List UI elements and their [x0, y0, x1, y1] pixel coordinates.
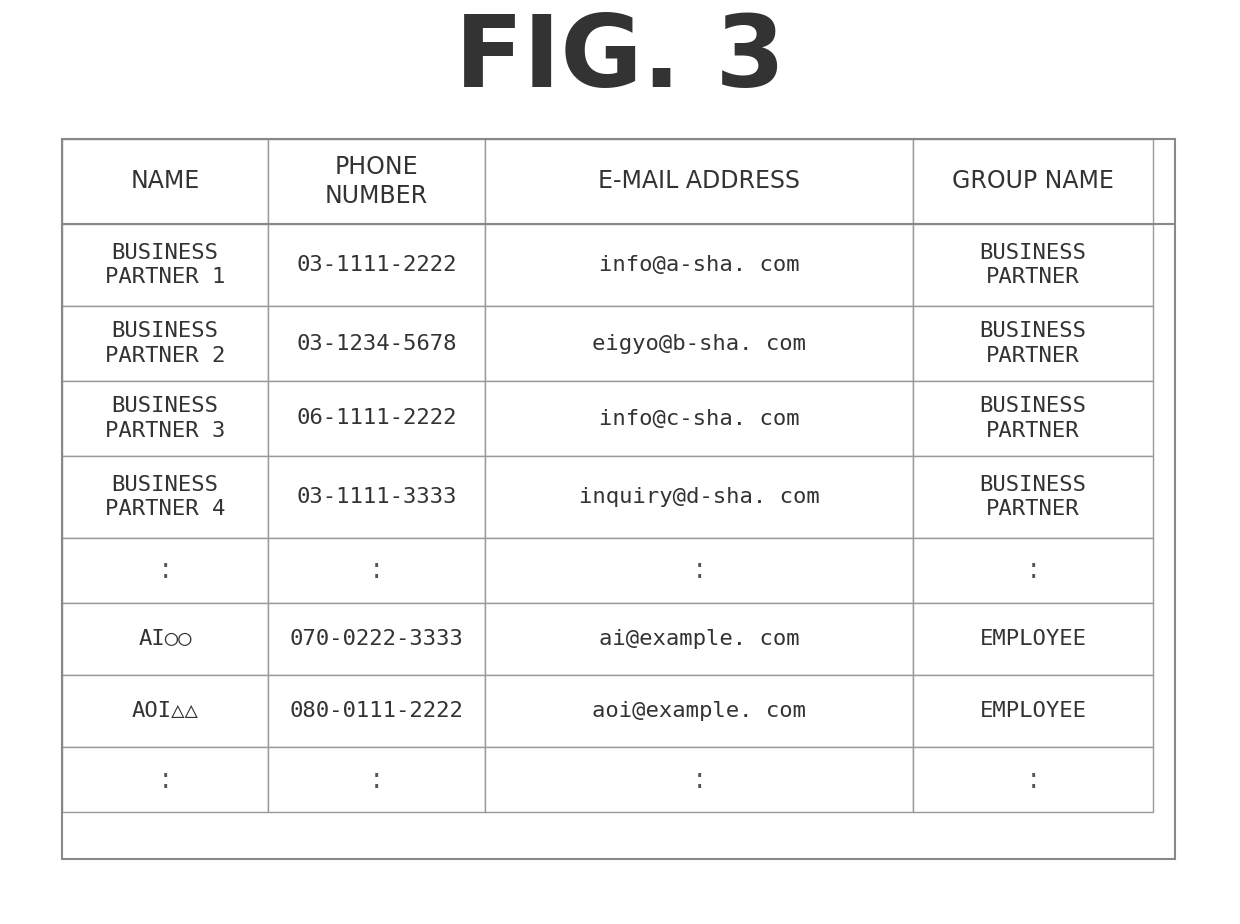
- Bar: [268, 381, 485, 456]
- Bar: [485, 675, 914, 747]
- Text: eigyo@b-sha. com: eigyo@b-sha. com: [593, 334, 806, 354]
- Bar: [62, 747, 268, 812]
- Text: :: :: [372, 556, 381, 585]
- Bar: [485, 224, 914, 306]
- Text: PHONE
NUMBER: PHONE NUMBER: [325, 154, 428, 208]
- Text: AI○○: AI○○: [138, 629, 192, 649]
- Bar: [62, 139, 1176, 859]
- Bar: [914, 456, 1153, 538]
- Text: :: :: [1028, 556, 1038, 585]
- Text: BUSINESS
PARTNER: BUSINESS PARTNER: [980, 243, 1086, 287]
- Text: :: :: [694, 556, 704, 585]
- Bar: [485, 306, 914, 381]
- Bar: [914, 381, 1153, 456]
- Bar: [62, 139, 268, 224]
- Bar: [268, 224, 485, 306]
- Text: E-MAIL ADDRESS: E-MAIL ADDRESS: [598, 169, 800, 193]
- Text: :: :: [694, 765, 704, 794]
- Text: GROUP NAME: GROUP NAME: [952, 169, 1114, 193]
- Bar: [485, 747, 914, 812]
- Bar: [485, 603, 914, 675]
- Text: :: :: [372, 765, 381, 794]
- Text: BUSINESS
PARTNER: BUSINESS PARTNER: [980, 396, 1086, 441]
- Bar: [268, 456, 485, 538]
- Bar: [62, 306, 268, 381]
- Text: BUSINESS
PARTNER 1: BUSINESS PARTNER 1: [104, 243, 226, 287]
- Text: BUSINESS
PARTNER 3: BUSINESS PARTNER 3: [104, 396, 226, 441]
- Bar: [914, 139, 1153, 224]
- Bar: [62, 456, 268, 538]
- Text: 06-1111-2222: 06-1111-2222: [296, 408, 456, 429]
- Text: 03-1234-5678: 03-1234-5678: [296, 334, 456, 354]
- Bar: [268, 139, 485, 224]
- Text: 03-1111-3333: 03-1111-3333: [296, 487, 456, 507]
- Text: 080-0111-2222: 080-0111-2222: [289, 701, 464, 721]
- Text: info@c-sha. com: info@c-sha. com: [599, 408, 800, 429]
- Text: 03-1111-2222: 03-1111-2222: [296, 255, 456, 275]
- Bar: [485, 456, 914, 538]
- Bar: [914, 306, 1153, 381]
- Text: BUSINESS
PARTNER: BUSINESS PARTNER: [980, 322, 1086, 366]
- Bar: [914, 224, 1153, 306]
- Bar: [62, 603, 268, 675]
- Bar: [268, 603, 485, 675]
- Text: aoi@example. com: aoi@example. com: [593, 701, 806, 721]
- Bar: [914, 675, 1153, 747]
- Bar: [485, 139, 914, 224]
- Text: inquiry@d-sha. com: inquiry@d-sha. com: [579, 487, 820, 507]
- Text: BUSINESS
PARTNER 4: BUSINESS PARTNER 4: [104, 475, 226, 519]
- Bar: [62, 224, 268, 306]
- Text: AOI△△: AOI△△: [131, 701, 198, 721]
- Bar: [62, 538, 268, 603]
- Text: :: :: [1028, 765, 1038, 794]
- Bar: [485, 538, 914, 603]
- Bar: [268, 675, 485, 747]
- Bar: [62, 675, 268, 747]
- Bar: [268, 306, 485, 381]
- Bar: [914, 747, 1153, 812]
- Text: ai@example. com: ai@example. com: [599, 629, 800, 649]
- Bar: [485, 381, 914, 456]
- Text: EMPLOYEE: EMPLOYEE: [980, 701, 1086, 721]
- Text: BUSINESS
PARTNER 2: BUSINESS PARTNER 2: [104, 322, 226, 366]
- Text: EMPLOYEE: EMPLOYEE: [980, 629, 1086, 649]
- Text: :: :: [160, 556, 170, 585]
- Text: 070-0222-3333: 070-0222-3333: [289, 629, 464, 649]
- Bar: [914, 603, 1153, 675]
- Text: NAME: NAME: [130, 169, 200, 193]
- Text: BUSINESS
PARTNER: BUSINESS PARTNER: [980, 475, 1086, 519]
- Bar: [62, 381, 268, 456]
- Bar: [268, 538, 485, 603]
- Text: :: :: [160, 765, 170, 794]
- Text: info@a-sha. com: info@a-sha. com: [599, 255, 800, 275]
- Text: FIG. 3: FIG. 3: [455, 10, 785, 107]
- Bar: [268, 747, 485, 812]
- Bar: [914, 538, 1153, 603]
